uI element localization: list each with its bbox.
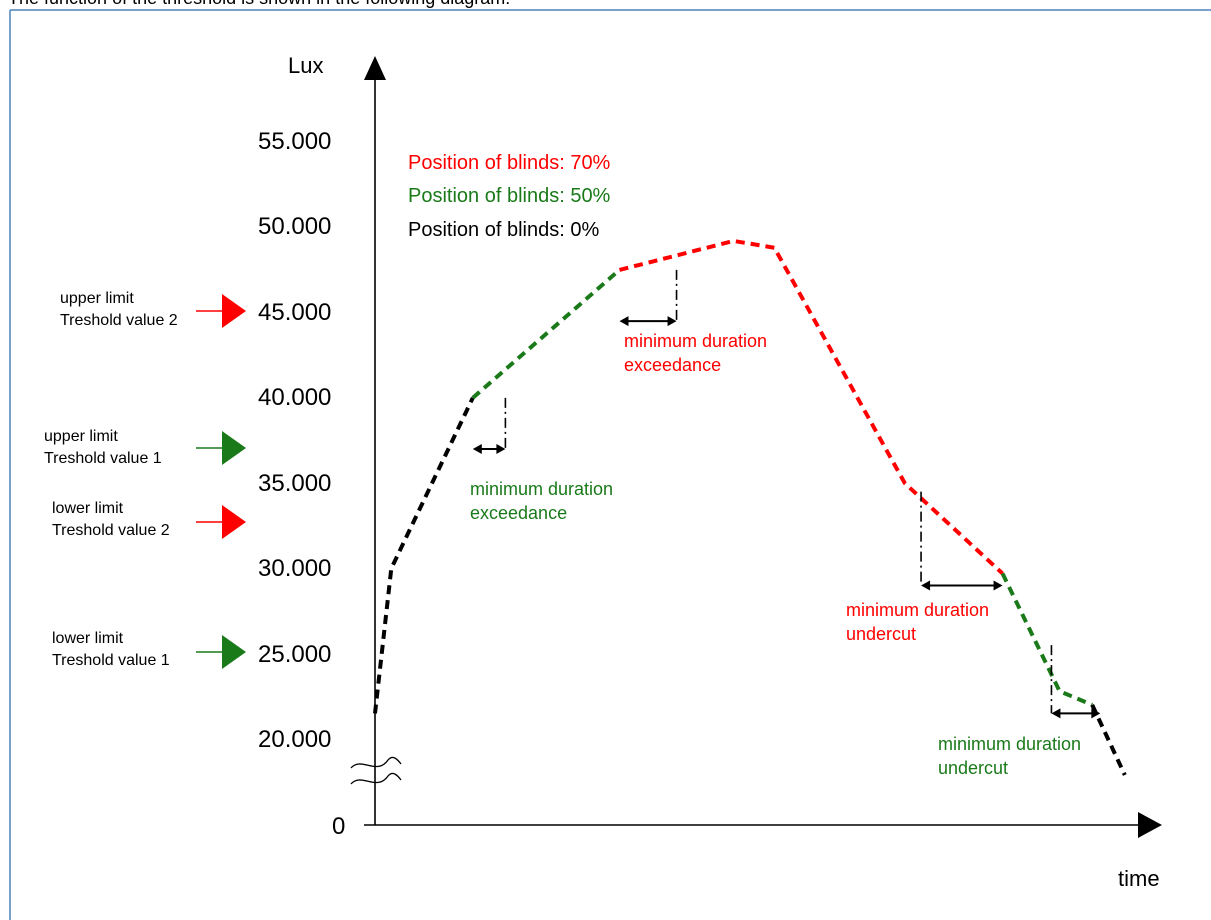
threshold-arrow-icon [222,294,246,328]
legend-entry-70: Position of blinds: 70% [408,152,611,174]
lux-series-segment-red [619,238,1004,576]
annotation-label-line1: minimum duration [470,479,613,499]
annotation-label-line2: undercut [938,758,1008,778]
y-tick-label: 55.000 [258,128,331,155]
y-tick-label: 30.000 [258,555,331,582]
threshold-upper-2: upper limit Treshold value 2 [60,290,246,329]
axis-break-icon-2 [350,772,402,785]
legend: Position of blinds: 70% Position of blin… [408,152,611,241]
duration-annotations [472,269,1101,719]
y-tick-label: 50.000 [258,213,331,240]
lux-series-segment-green [471,268,621,400]
x-axis-arrow-icon [1138,812,1162,838]
threshold-arrow-icon [222,635,246,669]
annotation-label-line2: exceedance [624,355,721,375]
header-text: The function of the threshold is shown i… [8,0,510,8]
y-tick-labels: 55.000 50.000 45.000 40.000 35.000 30.00… [258,128,345,840]
duration-arrowhead-icon [667,316,677,327]
y-axis-arrow-icon [364,56,386,80]
x-axis-label: time [1118,866,1160,891]
y-tick-label: 40.000 [258,384,331,411]
duration-arrowhead-icon [1051,708,1061,719]
duration-arrowhead-icon [472,444,482,455]
lux-series [373,238,1127,776]
duration-arrowhead-icon [921,580,931,591]
duration-arrowhead-icon [619,316,629,327]
legend-entry-0: Position of blinds: 0% [408,219,599,241]
y-tick-label: 20.000 [258,726,331,753]
y-tick-label: 45.000 [258,299,331,326]
duration-arrowhead-icon [1091,708,1101,719]
annotation-label-line2: exceedance [470,503,567,523]
threshold-label-line1: upper limit [60,290,134,307]
threshold-lower-2: lower limit Treshold value 2 [52,500,246,539]
annotation-label-line1: minimum duration [846,600,989,620]
y-tick-label: 0 [332,813,345,840]
axis-break-icon [350,756,402,769]
lux-series-segment-black [1090,704,1127,776]
threshold-label-line1: lower limit [52,500,124,517]
threshold-arrow-icon [222,505,246,539]
annotation-label-line1: minimum duration [624,331,767,351]
threshold-lower-1: lower limit Treshold value 1 [52,630,246,669]
threshold-label-line2: Treshold value 1 [44,450,162,467]
threshold-arrow-icon [222,431,246,465]
lux-series-segment-black [373,396,475,714]
threshold-label-line2: Treshold value 2 [52,522,170,539]
duration-arrowhead-icon [496,444,506,455]
y-tick-label: 35.000 [258,470,331,497]
annotation-label-line1: minimum duration [938,734,1081,754]
threshold-label-line1: upper limit [44,428,118,445]
y-axis-label: Lux [288,53,323,78]
threshold-upper-1: upper limit Treshold value 1 [44,428,246,467]
threshold-label-line2: Treshold value 2 [60,312,178,329]
threshold-label-line2: Treshold value 1 [52,652,170,669]
lux-series-segment-green [1000,572,1093,707]
annotation-label-line2: undercut [846,624,916,644]
duration-arrowhead-icon [993,580,1003,591]
legend-entry-50: Position of blinds: 50% [408,185,611,207]
threshold-label-line1: lower limit [52,630,124,647]
y-tick-label: 25.000 [258,641,331,668]
